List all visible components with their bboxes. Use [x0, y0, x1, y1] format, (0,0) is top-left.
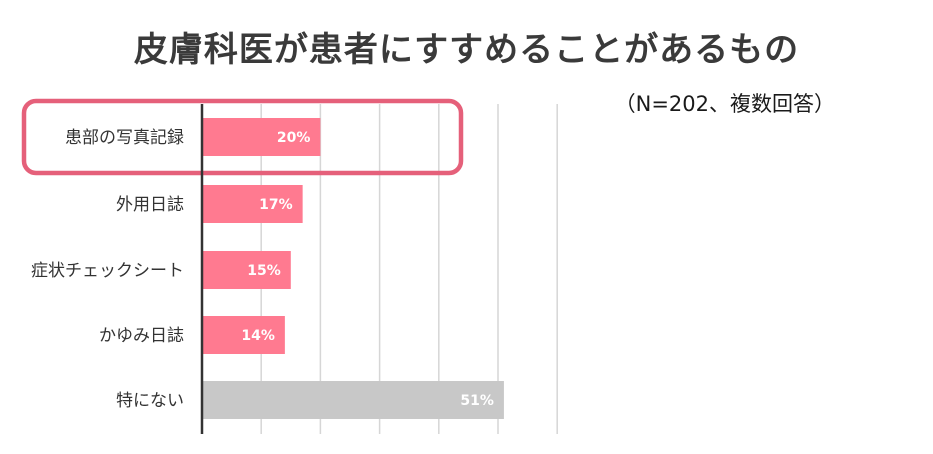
bar	[202, 316, 285, 354]
category-label: 患部の写真記録	[65, 128, 184, 148]
highlight-outline	[21, 98, 464, 176]
bar	[202, 251, 291, 289]
category-label: 症状チェックシート	[31, 261, 184, 281]
value-label: 51%	[460, 393, 494, 409]
chart-title: 皮膚科医が患者にすすめることがあるもの	[133, 30, 800, 70]
category-label: 特にない	[116, 391, 184, 411]
category-label: かゆみ日誌	[99, 326, 184, 346]
bar	[202, 381, 504, 419]
value-label: 17%	[259, 197, 293, 213]
bar	[202, 185, 303, 223]
chart-subtitle: （N=202、複数回答）	[614, 92, 835, 116]
bar	[202, 118, 321, 156]
value-label: 15%	[247, 263, 281, 279]
category-label: 外用日誌	[116, 195, 184, 215]
value-label: 20%	[277, 130, 311, 146]
value-label: 14%	[241, 328, 275, 344]
